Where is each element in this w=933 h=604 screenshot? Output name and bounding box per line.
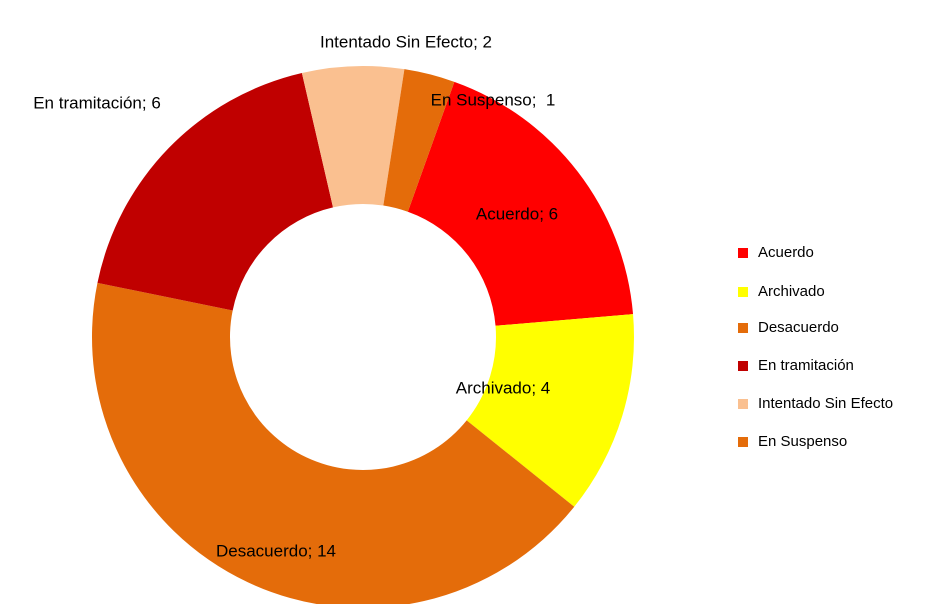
legend-swatch [738, 361, 748, 371]
slice [383, 69, 455, 212]
data-label: Desacuerdo; 14 [215, 541, 337, 561]
legend-label: Archivado [758, 283, 825, 300]
legend-swatch [738, 399, 748, 409]
legend-label: Desacuerdo [758, 319, 839, 336]
legend-swatch [738, 287, 748, 297]
legend-swatch [738, 248, 748, 258]
legend-swatch [738, 437, 748, 447]
legend-label: Acuerdo [758, 244, 814, 261]
slice [91, 282, 575, 604]
legend-label: En Suspenso [758, 433, 847, 450]
slice [407, 81, 634, 326]
legend-label: Intentado Sin Efecto [758, 395, 893, 412]
data-label: En Suspenso; 1 [430, 90, 556, 110]
data-label: Acuerdo; 6 [475, 204, 559, 224]
data-label: Intentado Sin Efecto; 2 [319, 32, 492, 52]
slice [466, 314, 634, 507]
legend-swatch [738, 323, 748, 333]
legend-label: En tramitación [758, 357, 854, 374]
slice [301, 65, 405, 208]
slice [97, 72, 334, 311]
data-label: Archivado; 4 [455, 378, 551, 398]
data-label: En tramitación; 6 [33, 93, 161, 113]
